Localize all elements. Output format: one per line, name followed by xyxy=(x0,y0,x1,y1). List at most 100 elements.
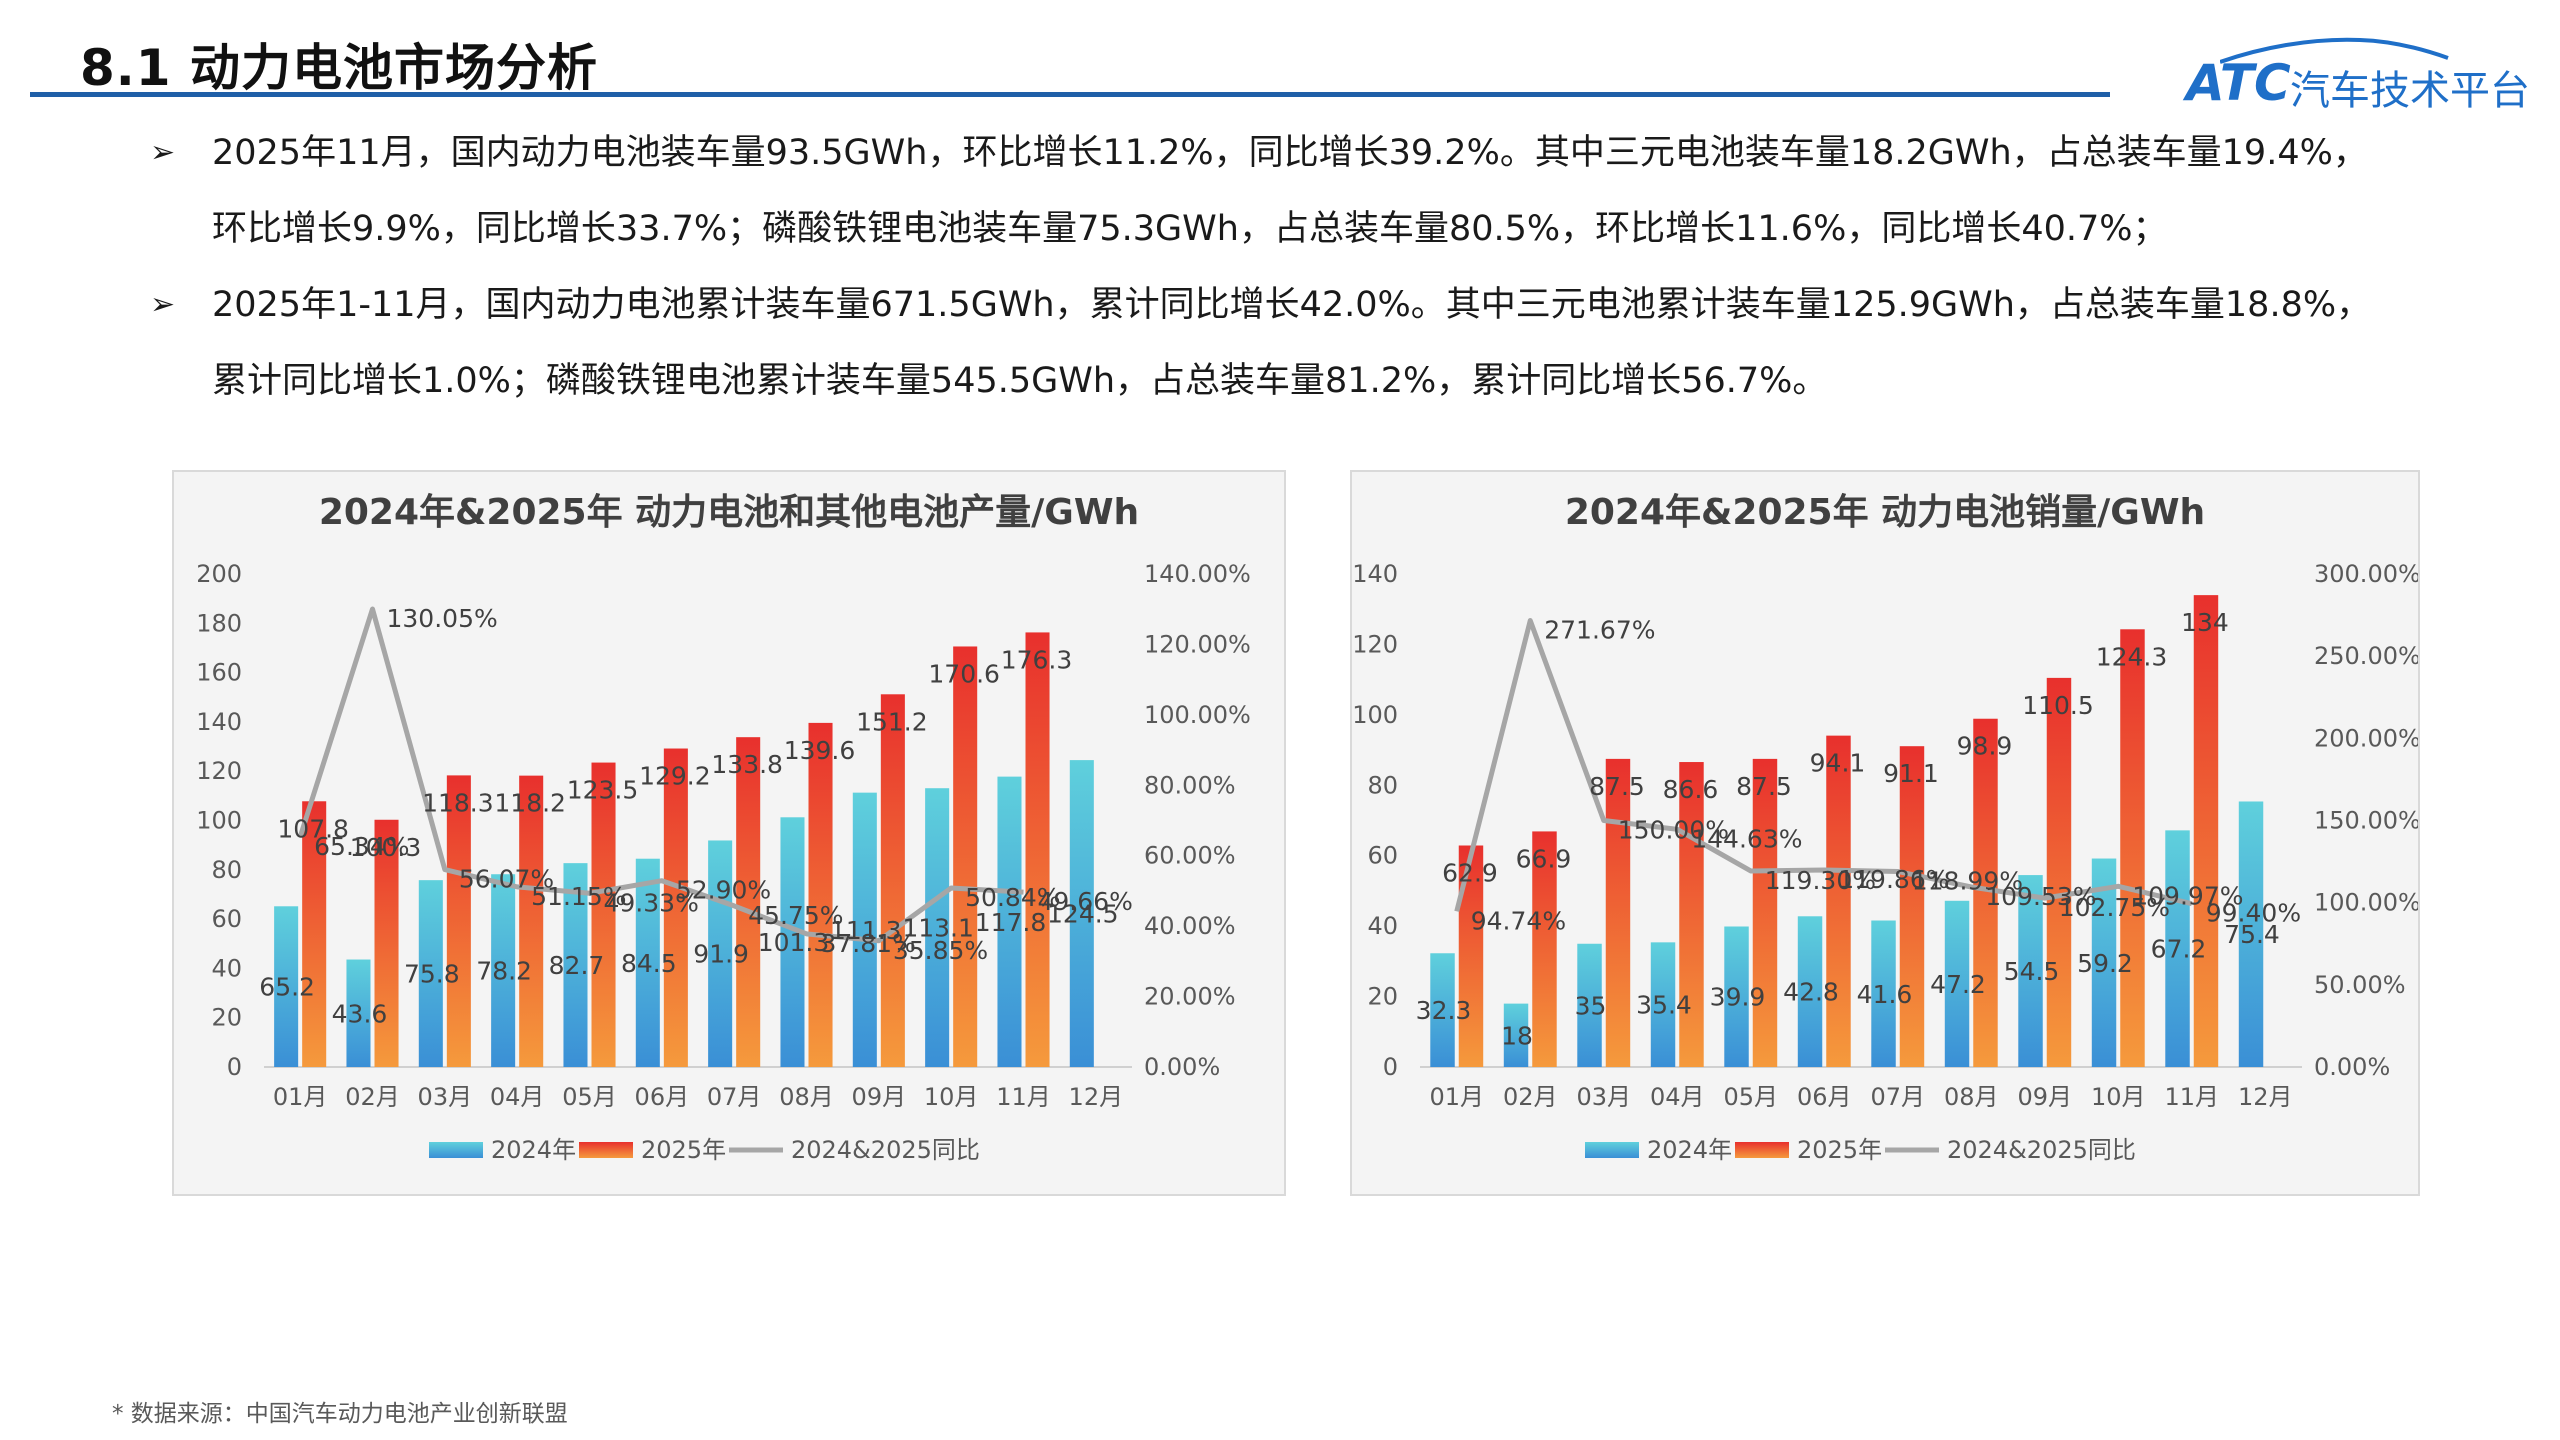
bar-2025 xyxy=(880,694,905,1067)
yoy-label: 118.99% xyxy=(1912,866,2023,895)
bar-2024-label: 67.2 xyxy=(2151,935,2207,964)
yoy-label: 102.75% xyxy=(2059,893,2170,922)
car-silhouette-icon xyxy=(2220,37,2449,64)
y-left-tick-label: 120 xyxy=(1352,630,1398,658)
bar-2025-label: 151.2 xyxy=(856,707,928,736)
x-tick-label: 07月 xyxy=(707,1083,762,1111)
yoy-label: 49.33% xyxy=(604,888,699,917)
bar-2024 xyxy=(925,788,950,1067)
x-tick-label: 05月 xyxy=(1723,1083,1778,1111)
x-tick-label: 08月 xyxy=(779,1083,834,1111)
bar-2025-label: 134 xyxy=(2181,608,2229,637)
bar-2025 xyxy=(953,646,978,1067)
bar-2024-label: 54.5 xyxy=(2004,957,2060,986)
page-title: 8.1 动力电池市场分析 xyxy=(80,39,598,97)
bar-2024-label: 35.4 xyxy=(1636,991,1692,1020)
bar-2024 xyxy=(274,906,299,1067)
bar-2025-label: 87.5 xyxy=(1736,772,1792,801)
bar-2025-label: 100.3 xyxy=(350,833,422,862)
bar-2024-label: 124.5 xyxy=(1047,900,1119,929)
summary-bullets: ➢ 2025年11月，国内动力电池装车量93.5GWh，环比增长11.2%，同比… xyxy=(150,115,2450,419)
yoy-label: 271.67% xyxy=(1544,616,1655,645)
legend-swatch-2025 xyxy=(579,1142,633,1158)
x-tick-label: 02月 xyxy=(345,1083,400,1111)
x-tick-label: 12月 xyxy=(1069,1083,1124,1111)
bar-2024 xyxy=(1797,916,1823,1067)
y-left-tick-label: 140 xyxy=(1352,560,1398,588)
bar-2025-label: 91.1 xyxy=(1883,759,1939,788)
bar-2024 xyxy=(1944,900,1970,1067)
bar-2025 xyxy=(1025,632,1050,1067)
bar-2024 xyxy=(2091,858,2117,1067)
yoy-label: 119.86% xyxy=(1838,865,1949,894)
bar-2024-label: 32.3 xyxy=(1416,996,1472,1025)
arrow-bullet-icon: ➢ xyxy=(150,135,176,170)
legend-label-yoy: 2024&2025同比 xyxy=(1947,1136,2136,1164)
bar-2024 xyxy=(997,776,1022,1067)
bar-2024-label: 35 xyxy=(1575,991,1607,1020)
bar-2024 xyxy=(563,863,588,1067)
bar-2024-label: 84.5 xyxy=(621,949,677,978)
bar-2025 xyxy=(1605,758,1631,1067)
bar-2024 xyxy=(346,959,371,1067)
bar-2025 xyxy=(1899,746,1925,1067)
bar-2025-label: 107.8 xyxy=(277,814,349,843)
y-left-tick-label: 20 xyxy=(211,1004,242,1032)
x-tick-label: 01月 xyxy=(1429,1083,1484,1111)
yoy-label: 150.00% xyxy=(1618,816,1729,845)
y-left-tick-label: 0 xyxy=(1383,1053,1398,1081)
yoy-label: 56.07% xyxy=(459,865,554,894)
y-right-tick-label: 20.00% xyxy=(1144,983,1236,1011)
bar-2024 xyxy=(1871,920,1896,1067)
bar-2025 xyxy=(2046,677,2072,1067)
y-left-tick-label: 160 xyxy=(196,659,242,687)
bar-2024-label: 47.2 xyxy=(1930,970,1986,999)
x-tick-label: 09月 xyxy=(2017,1083,2072,1111)
production-chart: 2024年&2025年 动力电池和其他电池产量/GWh 0 20 40 60 80 100 1… xyxy=(196,492,1251,1164)
x-tick-label: 07月 xyxy=(1870,1083,1925,1111)
bar-2025-label: 87.5 xyxy=(1589,772,1645,801)
chart-title: 2024年&2025年 动力电池销量/GWh xyxy=(1565,492,2205,533)
y-left-tick-label: 100 xyxy=(196,807,242,835)
x-tick-label: 10月 xyxy=(2091,1083,2146,1111)
chart-title: 2024年&2025年 动力电池和其他电池产量/GWh xyxy=(319,492,1139,533)
bar-2025-label: 94.1 xyxy=(1810,749,1866,778)
bar-2024 xyxy=(1577,943,1602,1067)
y-right-tick-label: 200.00% xyxy=(2314,724,2418,752)
y-left-tick-label: 80 xyxy=(211,856,242,884)
legend-label-2024: 2024年 xyxy=(491,1136,576,1164)
y-left-tick-label: 20 xyxy=(1367,983,1398,1011)
bar-2025-label: 110.5 xyxy=(2022,691,2094,720)
x-tick-label: 09月 xyxy=(852,1083,907,1111)
y-right-tick-label: 150.00% xyxy=(2314,807,2418,835)
data-source-note: * 数据来源：中国汽车动力电池产业创新联盟 xyxy=(112,1401,568,1427)
bar-2024 xyxy=(418,880,443,1067)
bar-2025 xyxy=(446,775,471,1067)
bar-2024 xyxy=(1503,1003,1529,1067)
bar-2025 xyxy=(1826,735,1851,1067)
title-underline xyxy=(30,92,2110,97)
yoy-label: 144.63% xyxy=(1691,824,1802,853)
yoy-line xyxy=(297,606,1024,944)
y-left-tick-label: 60 xyxy=(211,905,242,933)
bar-2024 xyxy=(780,817,805,1067)
bar-2024-label: 113.1 xyxy=(902,914,974,943)
bar-2025 xyxy=(2120,629,2145,1067)
bar-2025-label: 98.9 xyxy=(1957,732,2013,761)
bullet-item: ➢ 2025年11月，国内动力电池装车量93.5GWh，环比增长11.2%，同比… xyxy=(150,115,2450,267)
sales-chart-panel: 2024年&2025年 动力电池销量/GWh 0 20 40 60 80 100 120 140… xyxy=(1350,470,2420,1196)
x-tick-label: 05月 xyxy=(562,1083,617,1111)
y-right-tick-label: 120.00% xyxy=(1144,630,1251,658)
bar-2025-label: 66.9 xyxy=(1516,844,1572,873)
bar-2024-label: 39.9 xyxy=(1710,983,1766,1012)
x-tick-label: 03月 xyxy=(1576,1083,1631,1111)
y-left-tick-label: 100 xyxy=(1352,701,1398,729)
bar-2024-label: 59.2 xyxy=(2077,949,2133,978)
legend-label-yoy: 2024&2025同比 xyxy=(791,1136,980,1164)
yoy-label: 109.53% xyxy=(1985,882,2096,911)
bar-2024-label: 41.6 xyxy=(1857,980,1913,1009)
yoy-label: 50.84% xyxy=(965,883,1060,912)
bullet-item: ➢ 2025年1-11月，国内动力电池累计装车量671.5GWh，累计同比增长4… xyxy=(150,267,2450,419)
bar-2025 xyxy=(1532,831,1557,1067)
bar-2025-label: 129.2 xyxy=(639,762,711,791)
